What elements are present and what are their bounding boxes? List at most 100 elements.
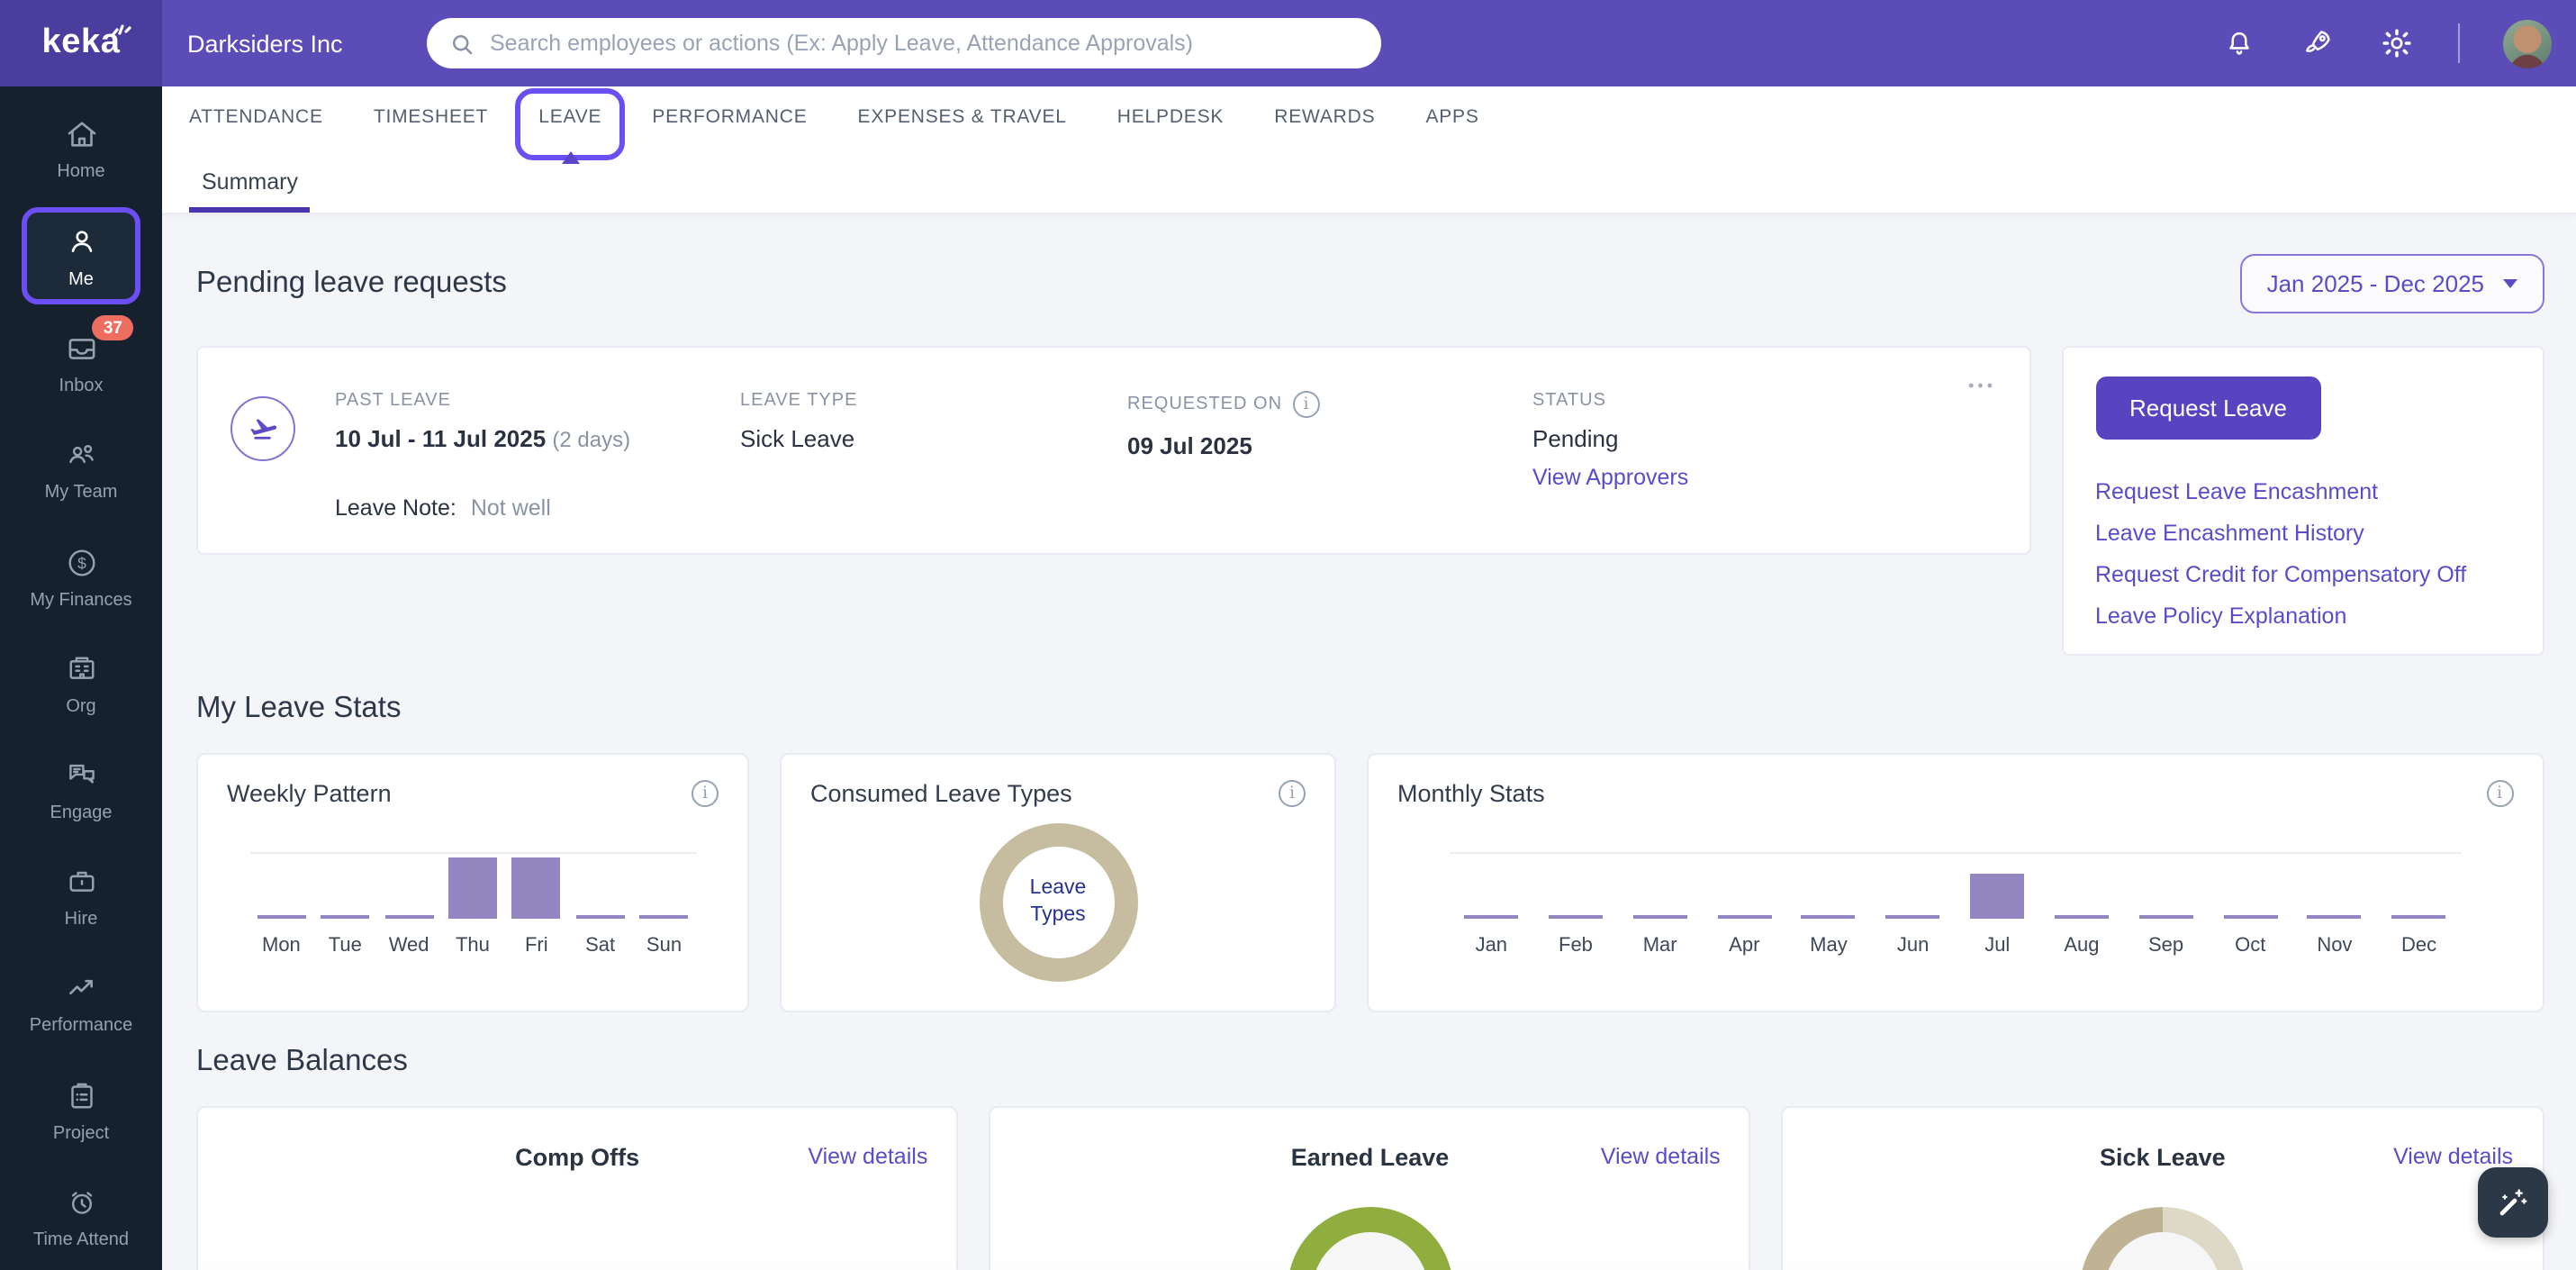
info-icon[interactable]: i	[691, 780, 719, 807]
magic-wand-icon	[2499, 1188, 2527, 1215]
sick-leave-view-details-link[interactable]: View details	[2393, 1144, 2514, 1169]
bar-slot-jul	[1955, 854, 2039, 919]
axis-label-mon: Mon	[262, 935, 301, 957]
team-icon	[68, 445, 93, 465]
info-icon[interactable]: i	[2486, 780, 2513, 807]
leave-subnav: Summary	[162, 148, 2576, 213]
info-icon[interactable]: i	[1293, 391, 1321, 418]
consumed-leave-donut: Leave Types	[979, 823, 1137, 982]
bar-may	[1801, 915, 1856, 919]
request-leave-encashment-link[interactable]: Request Leave Encashment	[2095, 479, 2379, 504]
bar-slot-jun	[1871, 854, 1956, 919]
axis-label-sat: Sat	[585, 935, 616, 957]
status-value: Pending	[1532, 425, 1619, 452]
bar-feb	[1548, 915, 1603, 919]
keka-logo-text: keka	[41, 23, 121, 61]
sidebar-item-me[interactable]: Me	[22, 207, 140, 305]
date-range-dropdown[interactable]: Jan 2025 - Dec 2025	[2239, 254, 2544, 313]
axis-label-dec: Dec	[2400, 935, 2437, 957]
main-area: ATTENDANCE TIMESHEET LEAVE PERFORMANCE E…	[162, 86, 2576, 1270]
sidebar-item-performance[interactable]: Performance	[0, 950, 162, 1057]
tab-helpdesk[interactable]: HELPDESK	[1116, 106, 1225, 128]
tab-timesheet[interactable]: TIMESHEET	[373, 106, 489, 128]
sidebar-item-label: Me	[68, 269, 94, 290]
topbar-actions	[2221, 19, 2576, 68]
sidebar-item-time-attend[interactable]: Time Attend	[0, 1164, 162, 1270]
sidebar-item-project[interactable]: Project	[0, 1057, 162, 1163]
bar-jun	[1885, 915, 1940, 919]
request-leave-button[interactable]: Request Leave	[2095, 376, 2321, 440]
pending-section-title: Pending leave requests	[196, 267, 507, 299]
subtab-summary[interactable]: Summary	[189, 155, 311, 213]
axis-label-jun: Jun	[1896, 935, 1930, 957]
keka-logo[interactable]: keka	[0, 0, 162, 86]
bar-tue	[321, 915, 370, 919]
comp-offs-view-details-link[interactable]: View details	[808, 1144, 928, 1169]
chevron-down-icon	[2502, 279, 2517, 288]
sidebar-item-label: Project	[52, 1123, 110, 1144]
ai-assistant-fab[interactable]	[2477, 1167, 2547, 1238]
request-credit-comp-off-link[interactable]: Request Credit for Compensatory Off	[2095, 562, 2467, 587]
sidebar-item-label: Org	[66, 696, 96, 717]
leave-actions-panel: Request Leave Request Leave Encashment L…	[2061, 346, 2544, 656]
tab-apps[interactable]: APPS	[1425, 106, 1479, 128]
chat-bubbles-icon	[68, 765, 94, 784]
donut-center-label-line1: Leave	[1029, 877, 1087, 900]
earned-leave-view-details-link[interactable]: View details	[1600, 1144, 1721, 1169]
bar-nov	[2307, 915, 2362, 919]
past-leave-label: PAST LEAVE	[335, 391, 451, 411]
info-icon[interactable]: i	[1279, 780, 1306, 807]
earned-leave-title: Earned Leave	[1290, 1144, 1450, 1171]
search-input[interactable]	[490, 31, 1360, 56]
sick-leave-title: Sick Leave	[2100, 1144, 2226, 1171]
leave-dates: 10 Jul - 11 Jul 2025	[335, 425, 547, 452]
bar-slot-mar	[1618, 854, 1703, 919]
leave-note-value: Not well	[470, 495, 551, 521]
bar-slot-apr	[1702, 854, 1786, 919]
tab-rewards[interactable]: REWARDS	[1274, 106, 1376, 128]
leave-type-value: Sick Leave	[740, 425, 855, 452]
leave-encashment-history-link[interactable]: Leave Encashment History	[2095, 521, 2364, 546]
sidebar-item-label: Inbox	[59, 376, 104, 397]
sidebar-item-home[interactable]: Home	[0, 95, 162, 202]
bar-slot-may	[1786, 854, 1871, 919]
bar-slot-feb	[1533, 854, 1618, 919]
settings-gear-icon[interactable]	[2378, 25, 2414, 61]
global-search[interactable]	[427, 18, 1381, 68]
notifications-bell-icon[interactable]	[2221, 26, 2255, 60]
tab-attendance[interactable]: ATTENDANCE	[189, 106, 323, 128]
sidebar-item-label: Performance	[29, 1016, 133, 1037]
axis-label-nov: Nov	[2317, 935, 2353, 957]
more-options-icon[interactable]: •••	[1968, 376, 1996, 395]
bar-slot-tue	[313, 854, 377, 919]
topbar-divider	[2457, 23, 2459, 63]
rocket-icon[interactable]	[2299, 25, 2335, 61]
bar-sat	[575, 915, 625, 919]
view-approvers-link[interactable]: View Approvers	[1532, 465, 1689, 490]
bar-mon	[257, 915, 306, 919]
sidebar-item-my-finances[interactable]: $ My Finances	[0, 523, 162, 630]
tab-expenses-travel[interactable]: EXPENSES & TRAVEL	[857, 106, 1067, 128]
axis-label-sep: Sep	[2148, 935, 2184, 957]
bar-slot-oct	[2208, 854, 2292, 919]
bar-slot-sep	[2124, 854, 2209, 919]
tab-performance[interactable]: PERFORMANCE	[652, 106, 808, 128]
sidebar-item-hire[interactable]: Hire	[0, 843, 162, 949]
bar-aug	[2054, 915, 2109, 919]
axis-label-thu: Thu	[455, 935, 490, 957]
leave-policy-explanation-link[interactable]: Leave Policy Explanation	[2095, 603, 2347, 629]
monthly-axis-labels: Jan Feb Mar Apr May Jun Jul Aug Sep Oct Nov Dec	[1450, 935, 2462, 957]
building-icon	[68, 657, 94, 679]
tab-leave[interactable]: LEAVE	[515, 88, 626, 164]
sidebar-item-engage[interactable]: Engage	[0, 737, 162, 843]
bar-jan	[1464, 915, 1519, 919]
bar-thu	[447, 857, 497, 919]
bar-slot-sun	[632, 854, 696, 919]
sidebar-item-inbox[interactable]: 37 Inbox	[0, 310, 162, 416]
sidebar-item-my-team[interactable]: My Team	[0, 417, 162, 523]
user-avatar[interactable]	[2502, 19, 2551, 68]
monthly-bar-chart	[1449, 852, 2462, 919]
sidebar-item-org[interactable]: Org	[0, 630, 162, 737]
bar-sep	[2138, 915, 2193, 919]
